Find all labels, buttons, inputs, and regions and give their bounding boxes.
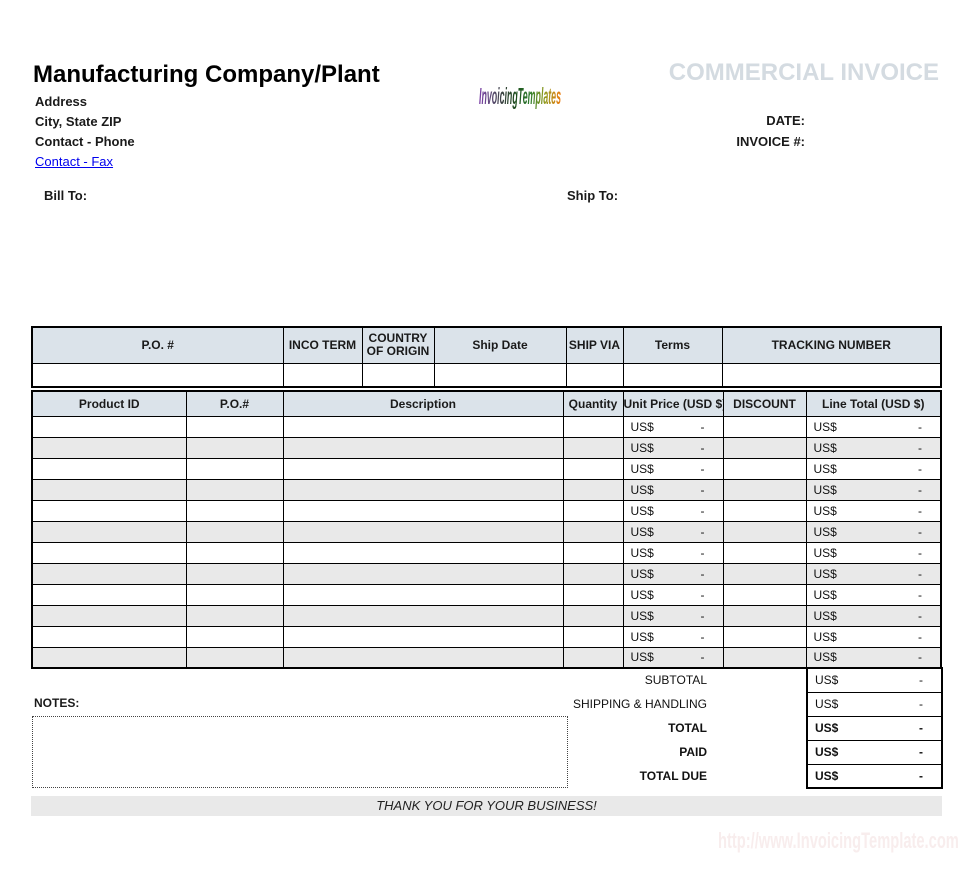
svg-text:InvoicingTemplates: InvoicingTemplates bbox=[479, 83, 561, 109]
